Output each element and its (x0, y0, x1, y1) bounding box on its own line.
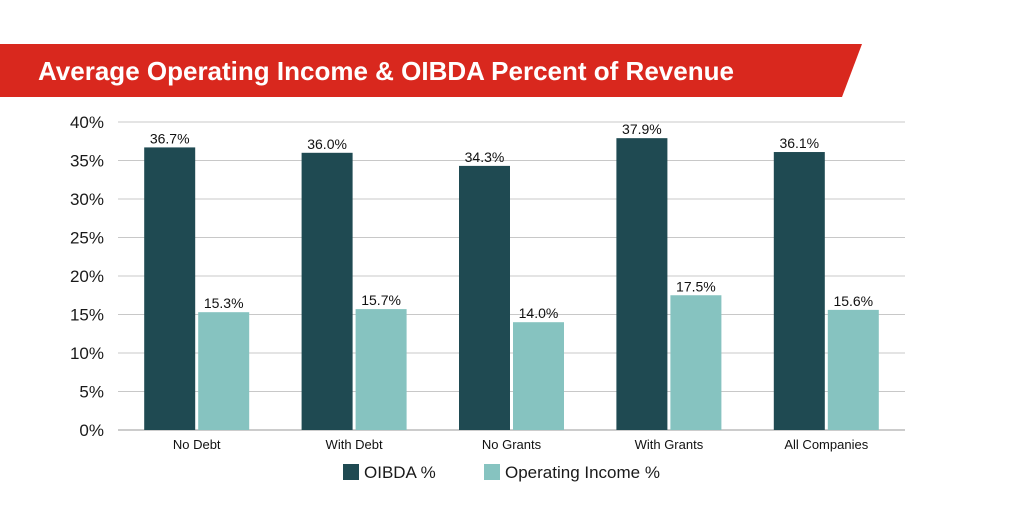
bar (144, 147, 196, 430)
legend-label: OIBDA % (364, 463, 436, 482)
data-label: 36.7% (150, 130, 190, 146)
bar (513, 322, 564, 430)
bar (301, 152, 353, 431)
y-tick-label: 25% (70, 229, 104, 248)
data-label: 37.9% (622, 121, 662, 137)
title-banner (0, 44, 862, 97)
y-tick-label: 40% (70, 113, 104, 132)
y-tick-label: 20% (70, 267, 104, 286)
bar (198, 312, 250, 430)
legend-label: Operating Income % (505, 463, 660, 482)
bar (459, 165, 510, 430)
y-tick-label: 30% (70, 190, 104, 209)
legend: OIBDA % Operating Income % (343, 463, 660, 482)
y-tick-label: 5% (79, 383, 104, 402)
data-label: 15.7% (361, 292, 401, 308)
legend-swatch (343, 464, 359, 480)
y-tick-label: 15% (70, 306, 104, 325)
data-label: 36.0% (307, 136, 347, 152)
x-tick-label: With Grants (635, 437, 704, 452)
y-axis: 0% 5% 10% 15% 20% 25% 30% 35% 40% (70, 113, 104, 440)
data-label: 36.1% (779, 135, 819, 151)
x-tick-label: No Debt (173, 437, 221, 452)
data-label: 34.3% (465, 149, 505, 165)
x-axis-labels: No Debt With Debt No Grants With Grants All … (173, 437, 869, 452)
legend-swatch (484, 464, 500, 480)
data-label: 14.0% (519, 305, 559, 321)
y-tick-label: 0% (79, 421, 104, 440)
x-tick-label: With Debt (326, 437, 383, 452)
bar (773, 152, 825, 430)
bar (616, 138, 668, 431)
x-tick-label: No Grants (482, 437, 542, 452)
bar (670, 295, 722, 430)
data-label: 15.6% (833, 293, 873, 309)
data-label: 15.3% (204, 295, 244, 311)
data-labels: 36.7% 15.3% 36.0% 15.7% 34.3% 14.0% 37.9% 17.5%… (150, 121, 873, 321)
data-label: 17.5% (676, 278, 716, 294)
chart-title: Average Operating Income & OIBDA Percent… (38, 56, 734, 86)
y-tick-label: 35% (70, 152, 104, 171)
bars (144, 138, 879, 431)
x-tick-label: All Companies (784, 437, 868, 452)
y-tick-label: 10% (70, 344, 104, 363)
bar (827, 309, 879, 430)
bar (355, 309, 407, 430)
